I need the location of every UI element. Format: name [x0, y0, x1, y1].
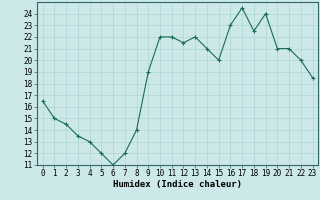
X-axis label: Humidex (Indice chaleur): Humidex (Indice chaleur): [113, 180, 242, 189]
